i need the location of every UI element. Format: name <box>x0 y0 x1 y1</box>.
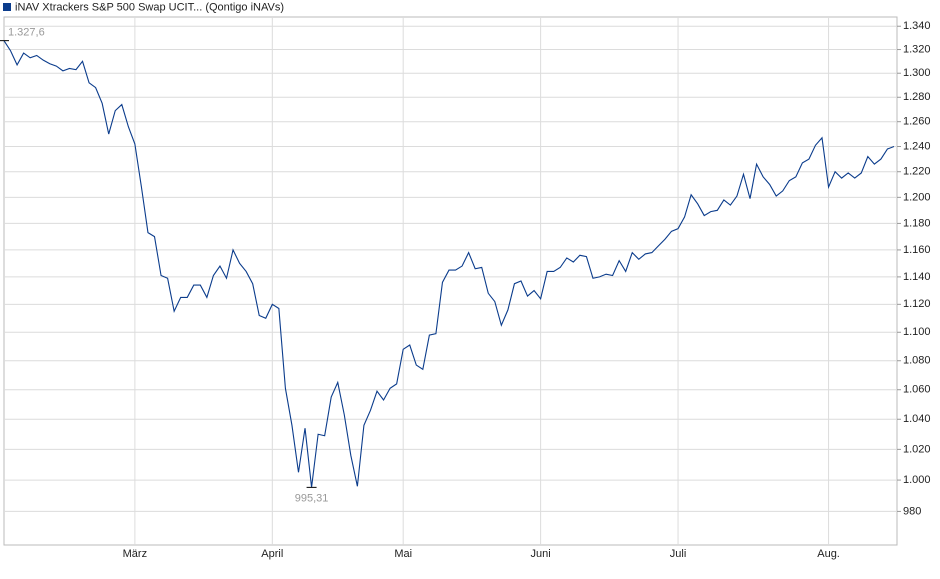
y-tick-label: 1.080 <box>903 355 931 367</box>
x-tick-label: Aug. <box>817 548 840 560</box>
y-tick-label: 1.020 <box>903 443 931 455</box>
extreme-label: 1.327,6 <box>8 27 45 39</box>
y-tick-label: 980 <box>903 505 921 517</box>
y-tick-label: 1.180 <box>903 217 931 229</box>
x-tick-label: April <box>261 548 283 560</box>
y-tick-label: 1.160 <box>903 244 931 256</box>
extreme-label: 995,31 <box>295 492 329 504</box>
y-tick-label: 1.120 <box>903 298 931 310</box>
x-tick-label: Juli <box>670 548 687 560</box>
x-tick-label: Juni <box>531 548 551 560</box>
y-tick-label: 1.060 <box>903 384 931 396</box>
y-tick-label: 1.200 <box>903 191 931 203</box>
legend-label: iNAV Xtrackers S&P 500 Swap UCIT... (Qon… <box>15 1 284 13</box>
y-tick-label: 1.260 <box>903 116 931 128</box>
x-tick-label: Mai <box>394 548 412 560</box>
y-tick-label: 1.320 <box>903 43 931 55</box>
legend-swatch <box>3 3 11 11</box>
y-tick-label: 1.240 <box>903 140 931 152</box>
x-tick-label: März <box>123 548 147 560</box>
y-tick-label: 1.220 <box>903 166 931 178</box>
price-line <box>3 40 895 488</box>
plot-frame <box>3 16 898 546</box>
y-tick-label: 1.140 <box>903 271 931 283</box>
y-tick-label: 1.340 <box>903 20 931 32</box>
y-tick-label: 1.100 <box>903 326 931 338</box>
y-tick-label: 1.300 <box>903 67 931 79</box>
y-tick-label: 1.280 <box>903 91 931 103</box>
y-tick-label: 1.000 <box>903 474 931 486</box>
y-tick-label: 1.040 <box>903 413 931 425</box>
